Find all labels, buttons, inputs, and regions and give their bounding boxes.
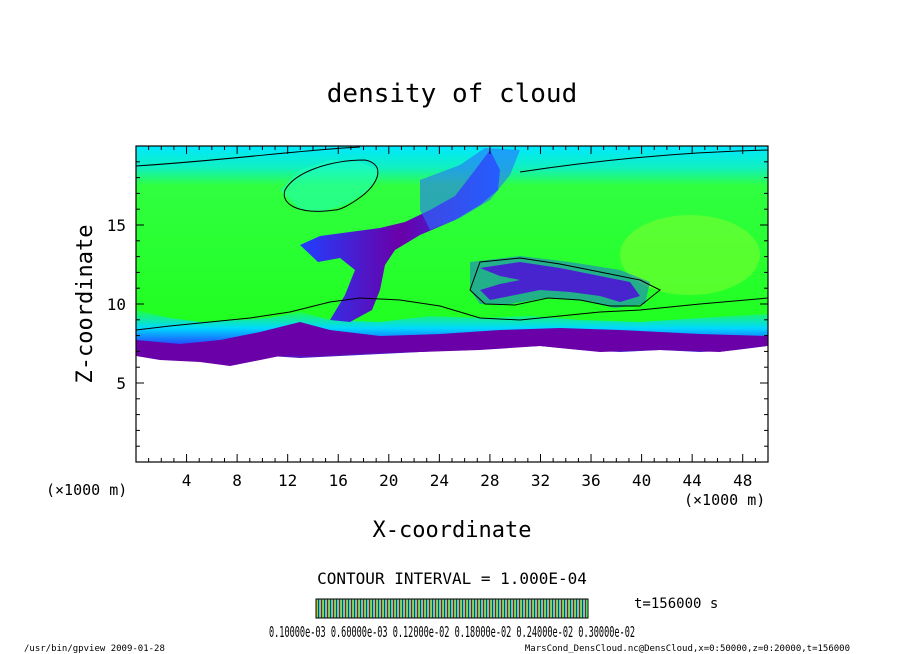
contour-line xyxy=(136,146,361,167)
contour-line xyxy=(469,257,661,307)
y-axis: 5 10 15 xyxy=(107,161,768,447)
y-tick-label: 5 xyxy=(116,374,126,393)
x-tick-label: 20 xyxy=(379,471,398,490)
x-tick-label: 24 xyxy=(430,471,449,490)
density-field xyxy=(136,146,768,462)
x-axis-title: X-coordinate xyxy=(373,518,532,543)
footer-left: /usr/bin/gpview 2009-01-28 xyxy=(24,644,165,654)
x-tick-label: 28 xyxy=(480,471,499,490)
x-tick-label: 8 xyxy=(232,471,242,490)
x-tick-label: 44 xyxy=(683,471,702,490)
x-axis: 4 8 12 16 20 24 28 32 36 40 44 48 xyxy=(148,146,756,490)
colorbar xyxy=(315,598,589,619)
y-tick-label: 15 xyxy=(107,216,126,235)
cloud-dense-bottom xyxy=(136,322,768,366)
x-axis-unit-left: (×1000 m) xyxy=(46,481,127,499)
y-axis-title: Z-coordinate xyxy=(73,225,98,384)
x-tick-label: 16 xyxy=(329,471,348,490)
cloud-plume-dense xyxy=(300,150,500,322)
x-tick-label: 48 xyxy=(733,471,752,490)
x-tick-label: 12 xyxy=(278,471,297,490)
cloud-band-right-halo xyxy=(470,256,650,308)
chart-title: density of cloud xyxy=(327,79,577,109)
cloud-bright-patch xyxy=(620,215,760,295)
contour-line xyxy=(136,297,768,331)
x-tick-label: 36 xyxy=(581,471,600,490)
time-label: t=156000 s xyxy=(634,596,718,612)
footer-right: MarsCond_DensCloud.nc@DensCloud,x=0:5000… xyxy=(525,644,850,654)
y-tick-label: 10 xyxy=(107,295,126,314)
colorbar-tick-labels: 0.10000e-03 0.60000e-03 0.12000e-02 0.18… xyxy=(269,623,635,641)
contour-line xyxy=(519,149,768,173)
x-tick-label: 32 xyxy=(531,471,550,490)
cloud-free-region xyxy=(136,366,768,462)
x-tick-label: 4 xyxy=(182,471,192,490)
cloud-plume-halo xyxy=(420,148,520,230)
x-axis-unit-right: (×1000 m) xyxy=(684,491,765,509)
contour-interval-label: CONTOUR INTERVAL = 1.000E-04 xyxy=(317,569,587,588)
contour-line xyxy=(283,159,379,212)
x-tick-label: 40 xyxy=(632,471,651,490)
cloud-band-right xyxy=(480,262,640,302)
